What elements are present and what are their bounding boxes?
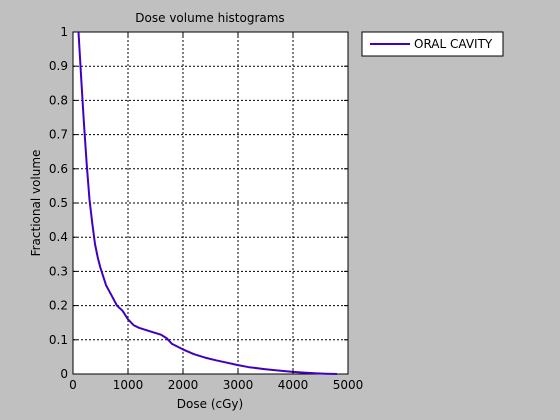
legend-label-oral-cavity: ORAL CAVITY <box>414 37 493 51</box>
x-tick-label: 3000 <box>223 378 254 392</box>
y-tick-label: 0.9 <box>49 59 68 73</box>
series-layer <box>77 31 338 375</box>
y-tick-label: 0.4 <box>49 230 68 244</box>
y-tick-label: 0.2 <box>49 299 68 313</box>
x-tick-label: 0 <box>69 378 77 392</box>
y-tick-label: 0.6 <box>49 162 68 176</box>
x-tick-label: 2000 <box>168 378 199 392</box>
x-tick-label: 5000 <box>333 378 364 392</box>
y-tick-label: 1 <box>60 25 68 39</box>
tick-layer: 0 1000 2000 3000 4000 5000 0 0.1 0.2 0.3 0.4 0.5 0.6… <box>49 25 363 392</box>
grid-lines <box>73 32 348 374</box>
legend-box <box>361 31 504 57</box>
y-tick-label: 0.8 <box>49 93 68 107</box>
x-axis-label: Dose (cGy) <box>177 397 243 411</box>
x-tick-label: 4000 <box>278 378 309 392</box>
chart-title: Dose volume histograms <box>135 11 284 25</box>
x-tick-label: 1000 <box>113 378 144 392</box>
y-tick-label: 0.1 <box>49 333 68 347</box>
y-tick-label: 0 <box>60 367 68 381</box>
legend: ORAL CAVITY <box>361 31 504 57</box>
y-axis-label: Fractional volume <box>29 150 43 257</box>
series-line-oral-cavity <box>77 31 338 375</box>
y-tick-label: 0.3 <box>49 264 68 278</box>
y-tick-label: 0.7 <box>49 128 68 142</box>
y-tick-label: 0.5 <box>49 196 68 210</box>
